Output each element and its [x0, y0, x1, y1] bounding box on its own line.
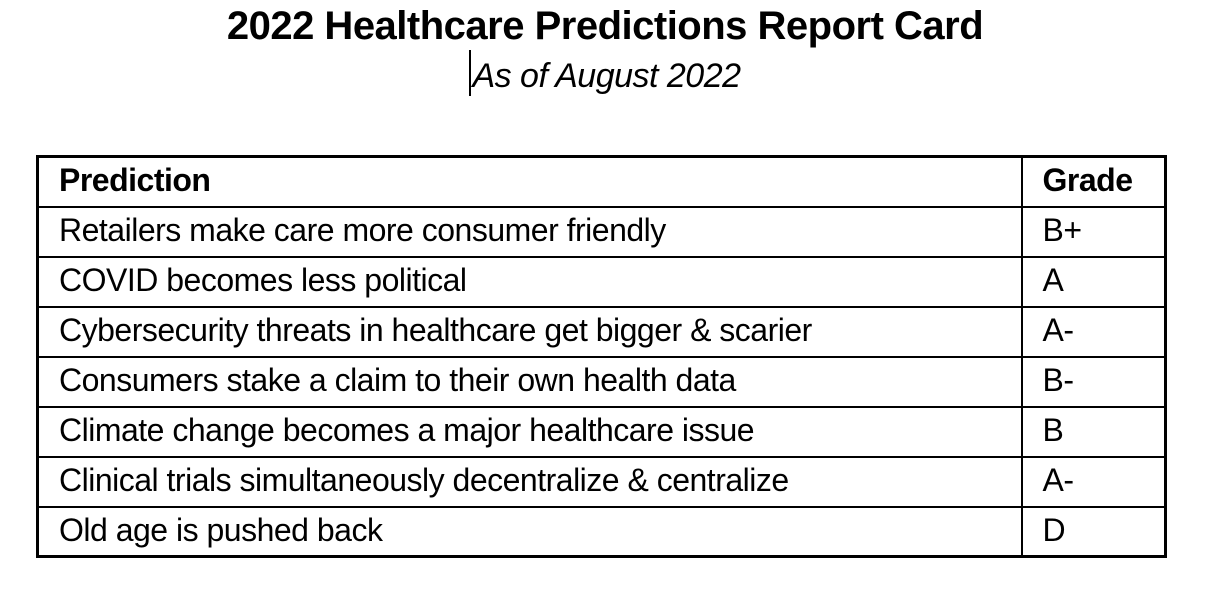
table-row: Consumers stake a claim to their own hea… [36, 355, 1167, 408]
column-header-prediction[interactable]: Prediction [36, 155, 1023, 208]
grade-cell[interactable]: B+ [1020, 205, 1167, 258]
prediction-cell[interactable]: COVID becomes less political [36, 255, 1023, 308]
grade-cell[interactable]: A- [1020, 305, 1167, 358]
prediction-cell[interactable]: Consumers stake a claim to their own hea… [36, 355, 1023, 408]
grade-cell[interactable]: A [1020, 255, 1167, 308]
subtitle-container: As of August 2022 [0, 50, 1210, 96]
prediction-cell[interactable]: Climate change becomes a major healthcar… [36, 405, 1023, 458]
column-header-grade[interactable]: Grade [1020, 155, 1167, 208]
prediction-cell[interactable]: Cybersecurity threats in healthcare get … [36, 305, 1023, 358]
table-row: Cybersecurity threats in healthcare get … [36, 305, 1167, 358]
table-row: Clinical trials simultaneously decentral… [36, 455, 1167, 508]
prediction-cell[interactable]: Retailers make care more consumer friend… [36, 205, 1023, 258]
page-title[interactable]: 2022 Healthcare Predictions Report Card [226, 4, 984, 48]
table-row: Climate change becomes a major healthcar… [36, 405, 1167, 458]
report-card-table: Prediction Grade Retailers make care mor… [36, 155, 1167, 558]
table-row: Old age is pushed back D [36, 505, 1167, 558]
table-header-row: Prediction Grade [36, 155, 1167, 208]
grade-cell[interactable]: D [1020, 505, 1167, 558]
prediction-cell[interactable]: Old age is pushed back [36, 505, 1023, 558]
table-row: COVID becomes less political A [36, 255, 1167, 308]
grade-cell[interactable]: A- [1020, 455, 1167, 508]
table-row: Retailers make care more consumer friend… [36, 205, 1167, 258]
text-cursor-caret [469, 50, 472, 96]
prediction-cell[interactable]: Clinical trials simultaneously decentral… [36, 455, 1023, 508]
grade-cell[interactable]: B [1020, 405, 1167, 458]
page-subtitle[interactable]: As of August 2022 [472, 57, 741, 95]
grade-cell[interactable]: B- [1020, 355, 1167, 408]
